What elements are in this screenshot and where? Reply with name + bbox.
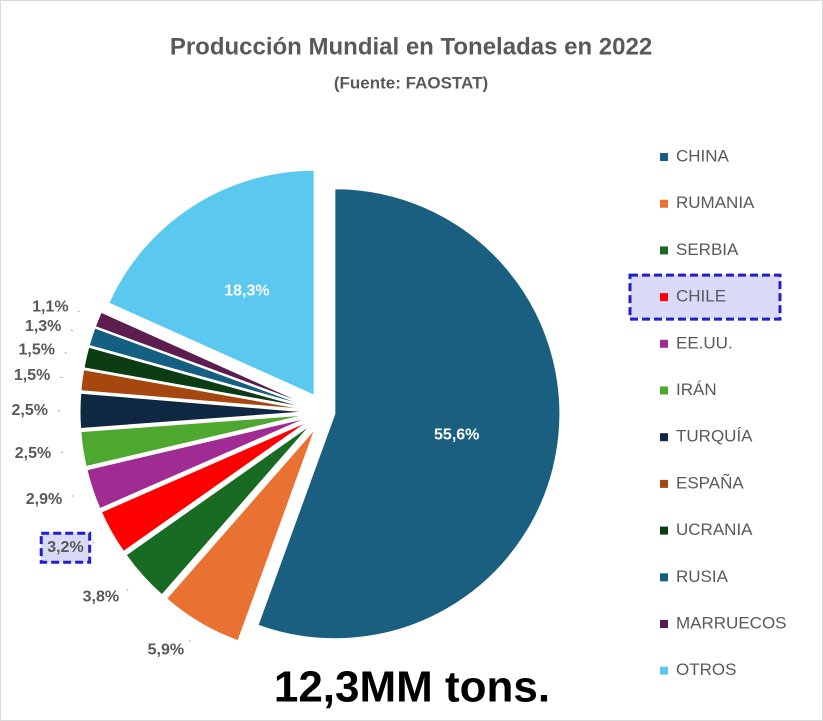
pie-slice	[88, 327, 307, 407]
chart-subtitle: (Fuente: FAOSTAT)	[334, 73, 488, 92]
leader-line	[92, 541, 95, 544]
legend-label: IRÁN	[676, 380, 717, 399]
pie-slice	[100, 421, 308, 553]
legend-swatch	[660, 153, 668, 161]
data-label: 3,8%	[83, 589, 119, 606]
legend-swatch	[660, 433, 668, 442]
legend-label: SERBIA	[676, 240, 739, 259]
legend-label: TURQUÍA	[676, 427, 753, 446]
leader-line	[126, 588, 129, 591]
legend-swatch	[660, 666, 668, 675]
legend-label: MARRUECOS	[676, 613, 787, 632]
data-label: 3,2%	[47, 539, 83, 556]
data-label: 1,5%	[18, 342, 54, 359]
legend-swatch	[660, 573, 668, 582]
data-label: 18,3%	[224, 283, 269, 300]
legend-swatch	[660, 620, 668, 628]
pie-slice	[83, 346, 306, 409]
data-label: 1,5%	[14, 367, 50, 384]
pie-slice	[86, 417, 307, 510]
pie-slice	[79, 392, 306, 430]
legend-swatch	[660, 293, 668, 302]
legend-swatch	[660, 479, 668, 488]
legend-label: UCRANIA	[676, 520, 753, 539]
pie-slice	[94, 311, 307, 405]
annotation: 12,3MM tons.	[274, 663, 550, 712]
legend-label: EE.UU.	[676, 333, 733, 352]
highlight-box	[628, 273, 782, 321]
legend-swatch	[660, 199, 668, 208]
pie-slice	[108, 169, 315, 396]
leader-line	[70, 329, 73, 332]
data-label: 5,9%	[148, 642, 184, 659]
chart-title: Producción Mundial en Toneladas en 2022	[170, 33, 652, 60]
legend-swatch	[660, 526, 668, 535]
leader-line	[188, 639, 191, 643]
legend-swatch	[660, 339, 668, 348]
pie-slice	[80, 414, 306, 468]
highlight-box	[39, 531, 92, 564]
legend-label: OTROS	[676, 660, 736, 679]
legend-label: ESPAÑA	[676, 473, 744, 492]
pie-slice	[125, 424, 311, 596]
pie-slice	[165, 428, 316, 642]
legend-label: RUSIA	[676, 567, 729, 586]
data-label: 1,1%	[32, 299, 68, 316]
legend-swatch	[660, 246, 668, 255]
data-label: 2,9%	[26, 491, 62, 508]
data-label: 2,5%	[15, 445, 51, 462]
data-label: 55,6%	[434, 426, 479, 443]
leader-line	[77, 310, 80, 313]
leader-line	[71, 495, 74, 497]
pie-slice	[80, 369, 306, 410]
legend-label: CHINA	[676, 146, 730, 165]
legend-label: RUMANIA	[676, 193, 755, 212]
legend-swatch	[660, 386, 668, 395]
pie-slice	[257, 188, 561, 640]
data-label: 1,3%	[25, 318, 61, 335]
data-label: 2,5%	[12, 402, 48, 419]
legend-label: CHILE	[676, 287, 726, 306]
